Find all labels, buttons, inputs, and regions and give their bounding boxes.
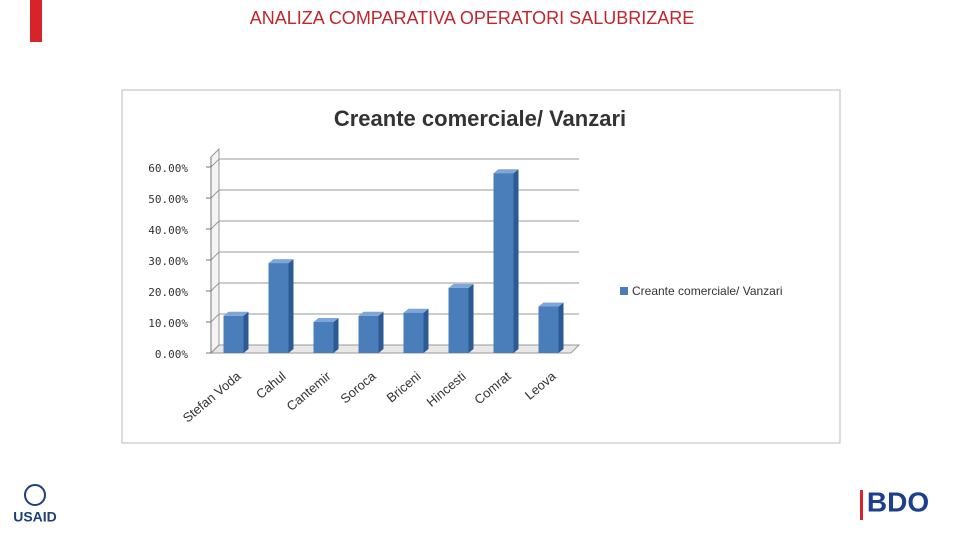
grid-line bbox=[210, 158, 579, 168]
back-wall bbox=[210, 147, 220, 355]
slide-title: ANALIZA COMPARATIVA OPERATORI SALUBRIZAR… bbox=[250, 8, 694, 28]
y-tick-label: 30.00% bbox=[148, 255, 188, 268]
bar bbox=[403, 312, 424, 353]
accent-bar bbox=[30, 0, 42, 42]
bar bbox=[448, 287, 469, 353]
bdo-text: BDO bbox=[867, 486, 929, 517]
bar-side bbox=[558, 302, 564, 353]
y-tick-label: 10.00% bbox=[148, 317, 188, 330]
bar-side bbox=[468, 283, 474, 353]
bar-top bbox=[448, 283, 474, 288]
bar-top bbox=[223, 311, 249, 316]
grid-line bbox=[210, 189, 579, 199]
bar-side bbox=[513, 169, 519, 353]
bar-side bbox=[423, 308, 429, 353]
y-tick-label: 50.00% bbox=[148, 193, 188, 206]
y-tick-label: 40.00% bbox=[148, 224, 188, 237]
legend-swatch bbox=[620, 287, 628, 295]
usaid-logo: USAID bbox=[13, 484, 57, 525]
chart-title: Creante comerciale/ Vanzari bbox=[334, 106, 626, 131]
bar-top bbox=[313, 318, 339, 322]
bar-side bbox=[378, 311, 384, 353]
usaid-text: USAID bbox=[13, 509, 57, 525]
bar bbox=[493, 173, 514, 353]
bar bbox=[223, 315, 244, 353]
y-tick-label: 60.00% bbox=[148, 162, 188, 175]
bar-side bbox=[243, 311, 249, 353]
bar-top bbox=[358, 311, 384, 316]
bar-top bbox=[403, 308, 429, 313]
legend-label: Creante comerciale/ Vanzari bbox=[632, 284, 783, 298]
bar-top bbox=[493, 169, 519, 174]
chart-frame bbox=[121, 89, 841, 444]
bar bbox=[313, 322, 334, 353]
grid-line bbox=[210, 282, 579, 292]
bar-top bbox=[268, 259, 294, 264]
floor bbox=[209, 344, 581, 354]
bar bbox=[538, 306, 559, 353]
bdo-accent bbox=[860, 490, 863, 520]
bar-side bbox=[333, 318, 339, 353]
bar-top bbox=[538, 302, 564, 307]
bar bbox=[268, 263, 289, 353]
bar-side bbox=[288, 259, 294, 353]
bar bbox=[358, 315, 379, 353]
grid-line bbox=[210, 220, 579, 230]
y-tick-label: 0.00% bbox=[155, 348, 188, 361]
y-tick-label: 20.00% bbox=[148, 286, 188, 299]
grid-line bbox=[210, 251, 579, 261]
